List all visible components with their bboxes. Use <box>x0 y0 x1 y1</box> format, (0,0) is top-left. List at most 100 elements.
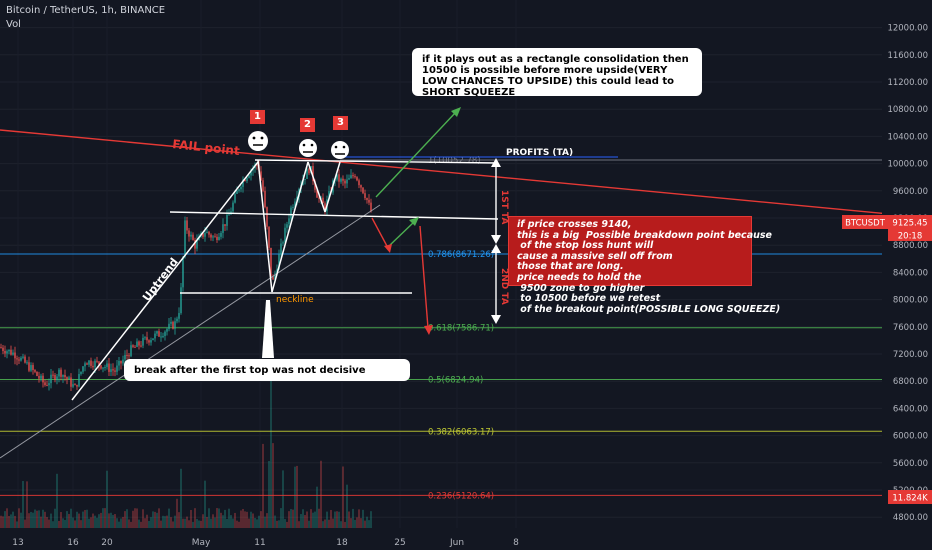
second-ta-label: 2ND TA <box>499 268 509 305</box>
volume-bar <box>240 510 242 528</box>
candle-body <box>58 369 60 377</box>
volume-bar <box>308 520 310 528</box>
price-tick-label: 12000.00 <box>887 24 928 34</box>
candle-body <box>2 347 4 351</box>
volume-bar <box>206 516 208 528</box>
candle-body <box>40 375 42 379</box>
volume-bar <box>30 511 32 528</box>
candle-body <box>338 174 340 182</box>
volume-bar <box>366 516 368 528</box>
candle-body <box>232 202 234 212</box>
volume-bar <box>230 515 232 528</box>
candle-body <box>98 361 100 366</box>
volume-bar <box>262 443 264 528</box>
volume-bar <box>80 520 82 528</box>
volume-bar <box>40 516 42 528</box>
candle-body <box>72 384 74 387</box>
volume-bar <box>186 516 188 528</box>
candle-body <box>282 242 284 244</box>
volume-bar <box>204 480 206 528</box>
fib-level-label: 0.382(6063.17) <box>428 427 494 437</box>
volume-bar <box>350 518 352 528</box>
volume-bar <box>0 515 2 528</box>
candle-body <box>192 234 194 241</box>
volume-bar <box>38 510 40 528</box>
profits-label: PROFITS (TA) <box>506 148 573 158</box>
volume-bar <box>120 518 122 528</box>
candle-body <box>118 360 120 366</box>
candle-body <box>268 226 270 248</box>
candle-body <box>88 360 90 365</box>
candle-body <box>216 236 218 241</box>
price-tick-label: 4800.00 <box>893 513 928 523</box>
candle-body <box>266 207 268 227</box>
volume-bar <box>364 520 366 528</box>
volume-bar <box>250 511 252 528</box>
volume-bar <box>92 513 94 528</box>
price-tick-label: 10000.00 <box>887 160 928 170</box>
candle-body <box>328 191 330 200</box>
candle-body <box>8 349 10 352</box>
volume-tag: 11.824K <box>892 494 928 504</box>
candle-body <box>68 377 70 380</box>
candle-body <box>214 236 216 238</box>
candle-body <box>158 331 160 337</box>
fib-level-label: 0.5(6824.94) <box>428 376 483 386</box>
candle-body <box>238 189 240 191</box>
volume-bar <box>356 517 358 528</box>
volume-bar <box>318 508 320 528</box>
volume-bar <box>106 470 108 528</box>
top-number-1: 1 <box>250 110 265 124</box>
candle-body <box>24 356 26 363</box>
volume-bar <box>260 511 262 528</box>
volume-bar <box>320 460 322 528</box>
volume-bar <box>114 514 116 528</box>
candle-body <box>348 178 350 180</box>
price-tick-label: 7200.00 <box>893 350 928 360</box>
volume-bar <box>294 466 296 528</box>
volume-bar <box>8 515 10 528</box>
volume-bar <box>134 508 136 528</box>
candle-body <box>6 351 8 354</box>
candle-body <box>272 276 274 280</box>
candle-body <box>164 331 166 337</box>
candle-body <box>0 347 2 349</box>
candle-body <box>150 340 152 343</box>
volume-bar <box>124 511 126 528</box>
candle-body <box>82 366 84 372</box>
volume-bar <box>272 443 274 528</box>
volume-bar <box>168 508 170 528</box>
candle-body <box>90 360 92 366</box>
candle-body <box>124 355 126 360</box>
volume-bar <box>268 461 270 528</box>
volume-bar <box>196 518 198 528</box>
volume-bar <box>282 470 284 528</box>
volume-bar <box>20 512 22 528</box>
volume-bar <box>68 513 70 528</box>
price-axis: 12000.00 11600.00 11200.00 10800.00 10400.00… <box>842 0 932 528</box>
volume-bar <box>342 466 344 528</box>
uptrend-label: Uptrend <box>140 256 181 304</box>
candle-body <box>368 199 370 203</box>
chart-grid <box>0 27 882 518</box>
candle-body <box>102 367 104 369</box>
candle-body <box>286 224 288 228</box>
candle-body <box>148 340 150 343</box>
volume-bar <box>188 520 190 528</box>
volume-bar <box>346 484 348 528</box>
candle-body <box>168 323 170 329</box>
volume-bar <box>310 509 312 528</box>
volume-bar <box>244 511 246 528</box>
candle-body <box>80 371 82 374</box>
first-top-note: break after the first top was not decisi… <box>124 359 410 381</box>
candle-body <box>322 197 324 204</box>
candle-body <box>196 240 198 249</box>
candle-body <box>4 350 6 354</box>
candle-body <box>178 313 180 319</box>
volume-bar <box>136 508 138 528</box>
volume-bar <box>34 509 36 528</box>
candle-body <box>172 321 174 329</box>
candle-body <box>180 287 182 314</box>
time-axis: 13 16 20 May 11 18 25 Jun 8 <box>0 530 932 550</box>
